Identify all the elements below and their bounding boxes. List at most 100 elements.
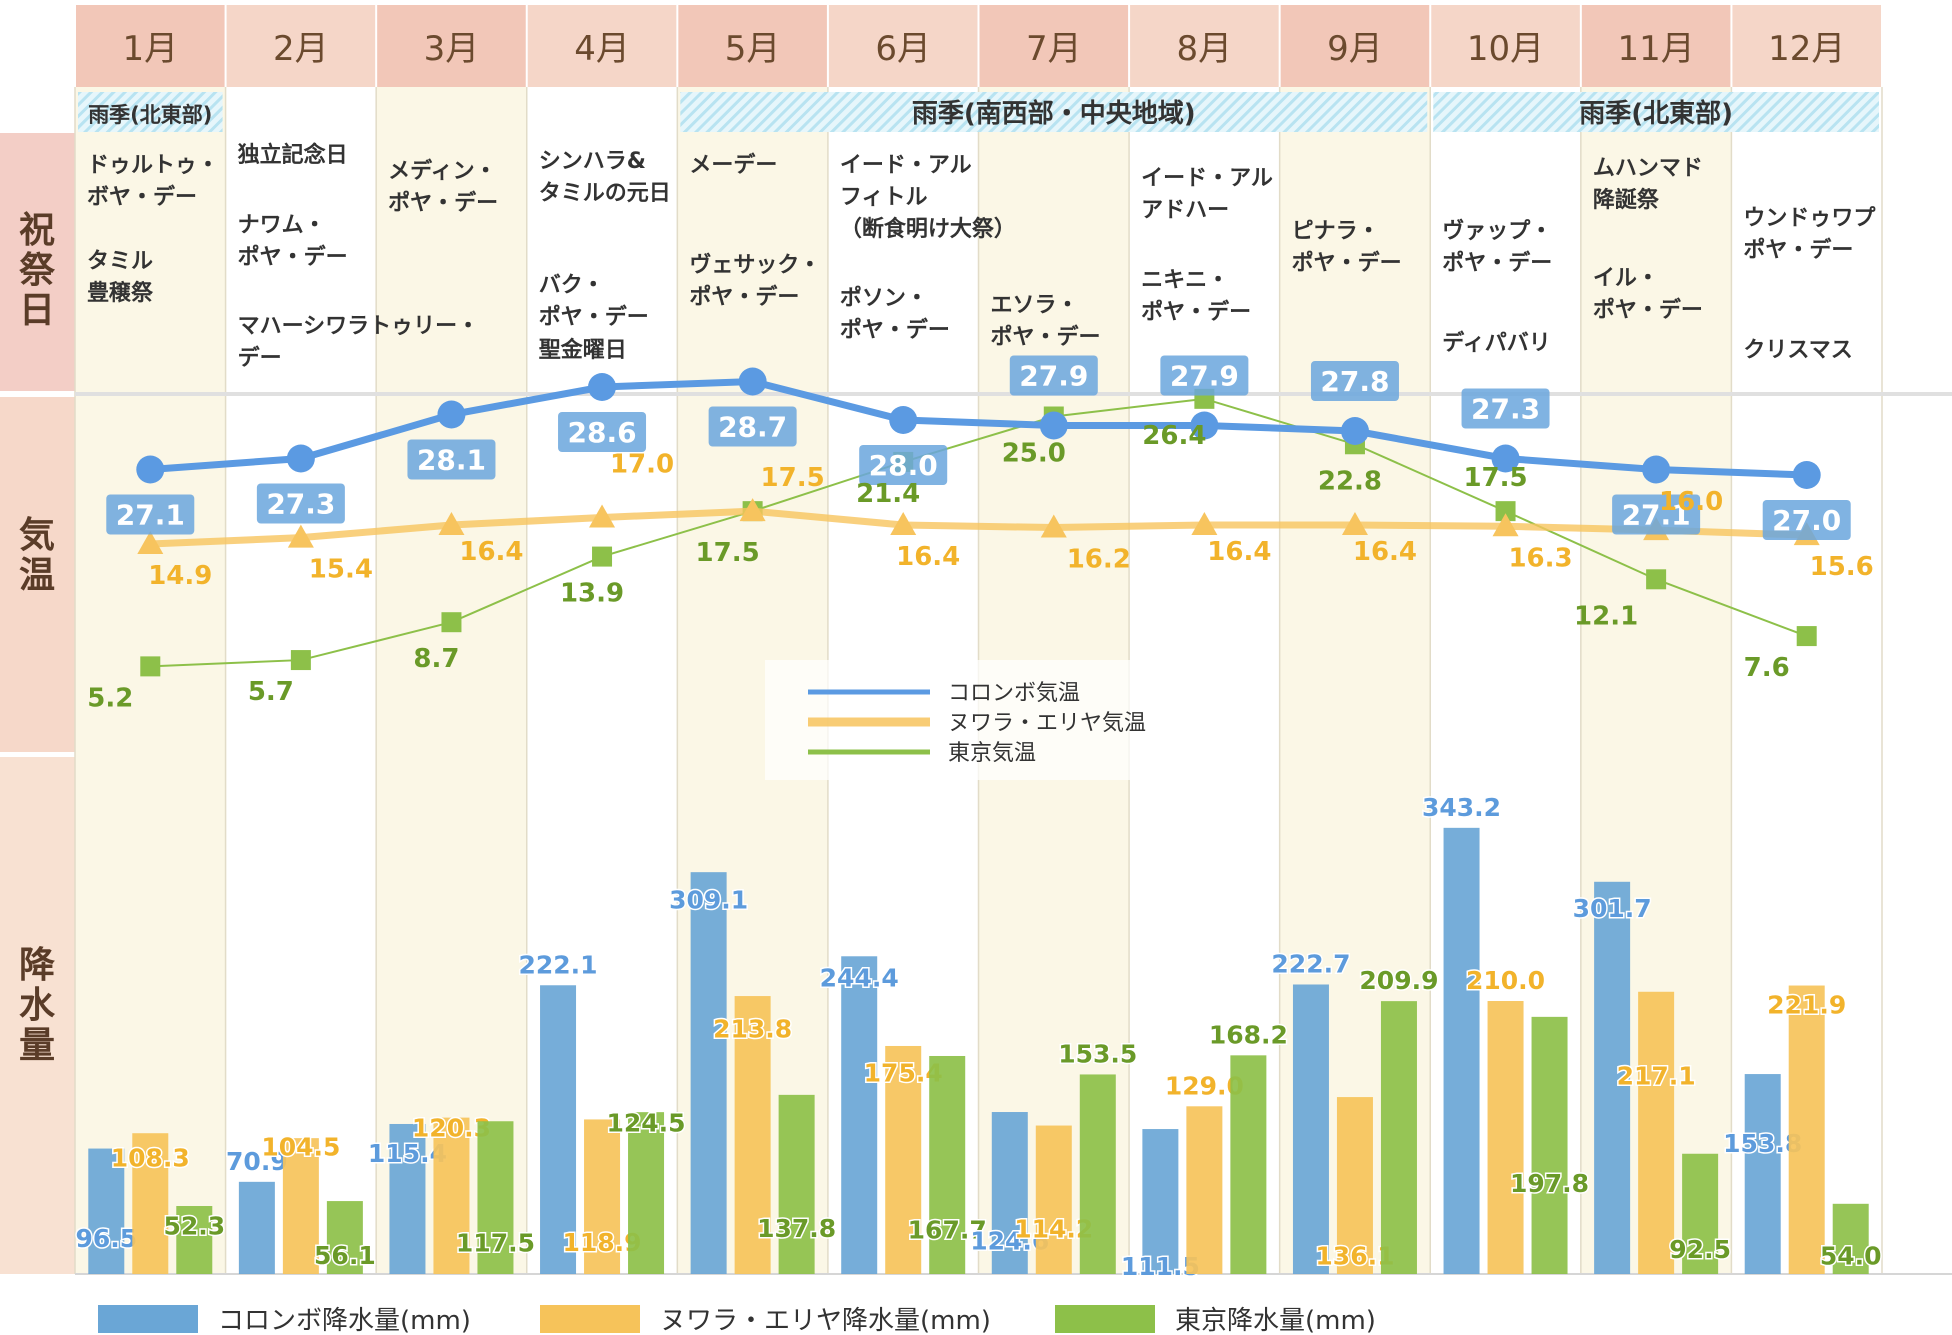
holiday-text: ポヤ・デー — [238, 244, 348, 270]
holiday-text: タミルの元日 — [539, 181, 671, 206]
legend-label: 東京気温 — [948, 741, 1036, 766]
holiday-text: バク・ — [539, 273, 605, 298]
tokyo-temp-marker — [1646, 569, 1667, 590]
tokyo-temp-label: 22.8 — [1318, 466, 1382, 496]
colombo-rain-label: 244.4 — [820, 964, 899, 993]
colombo-rain-bar — [1292, 984, 1329, 1274]
colombo-temp-marker — [136, 455, 165, 484]
holiday-text: メーデー — [689, 152, 777, 178]
holiday-text: ウンドゥワプ — [1743, 206, 1876, 231]
colombo-rain-bar — [1142, 1129, 1179, 1274]
colombo-temp-label-box — [1461, 388, 1550, 429]
holiday-text: ポヤ・デー — [1442, 250, 1552, 276]
nuwara-temp-label: 16.4 — [1353, 537, 1417, 567]
colombo-temp-marker — [1190, 411, 1219, 440]
holidays: ドゥルトゥ・ボヤ・データミル豊穣祭独立記念日ナワム・ポヤ・デーマハーシワラトゥリ… — [87, 142, 1876, 371]
legend-label: コロンボ気温 — [948, 681, 1080, 706]
holiday-text: ボヤ・デー — [87, 184, 197, 210]
colombo-rain-bar — [389, 1123, 426, 1274]
side-label-festivals: 祝祭日 — [19, 210, 56, 331]
month-label: 5月 — [725, 29, 781, 69]
colombo-temp-marker — [437, 400, 466, 429]
nuwara-temp-label: 16.0 — [1659, 487, 1723, 517]
colombo-temp-label: 27.3 — [1471, 393, 1540, 426]
tokyo-temp-label: 13.9 — [560, 579, 624, 609]
colombo-rain-label: 96.5 — [75, 1224, 137, 1253]
nuwara-rain-bar — [584, 1119, 621, 1274]
colombo-temp-marker — [1642, 455, 1671, 484]
rainfall-legend-swatch — [540, 1305, 640, 1333]
colombo-temp-label-box — [106, 494, 195, 535]
colombo-rain-bar — [841, 956, 878, 1274]
month-label: 6月 — [875, 29, 931, 69]
tokyo-rain-label: 52.3 — [163, 1211, 225, 1240]
tokyo-temp-label: 8.7 — [413, 644, 459, 674]
holiday-text: 豊穣祭 — [87, 280, 154, 306]
nuwara-temp-label: 17.5 — [761, 463, 825, 493]
month-header-cell — [226, 5, 376, 87]
tokyo-temp-marker — [290, 650, 311, 671]
holiday-text: ポヤ・デー — [539, 304, 649, 330]
rainy-season-label: 雨季(北東部) — [88, 103, 212, 127]
colombo-temp-label: 27.9 — [1170, 360, 1239, 393]
nuwara-temp-marker — [739, 498, 766, 522]
colombo-rain-bar — [88, 1148, 125, 1274]
nuwara-rain-bar — [1638, 991, 1675, 1274]
holiday-text: 聖金曜日 — [539, 337, 627, 363]
nuwara-rain-label: 217.1 — [1617, 1061, 1696, 1090]
colombo-temp-marker — [1039, 411, 1068, 440]
tokyo-rain-label: 92.5 — [1669, 1235, 1731, 1264]
tokyo-temp-label: 26.4 — [1142, 421, 1206, 451]
legend-label: ヌワラ・エリヤ気温 — [948, 711, 1146, 736]
nuwara-temp-label: 16.4 — [896, 542, 960, 572]
nuwara-temp-label: 16.3 — [1508, 543, 1572, 573]
nuwara-temp-label: 16.4 — [459, 537, 523, 567]
nuwara-temp-label: 16.4 — [1207, 537, 1271, 567]
rainy-season-band — [1433, 92, 1879, 132]
side-label-rainfall: 降水量 — [19, 945, 56, 1066]
tokyo-rain-bar — [929, 1055, 966, 1274]
rainfall-legend-label: 東京降水量(mm) — [1175, 1306, 1376, 1335]
tokyo-temp-line — [150, 397, 1808, 668]
holiday-text: ポヤ・デー — [1292, 250, 1402, 276]
tokyo-rain-bar — [1380, 1001, 1417, 1274]
tokyo-temp-marker — [1495, 501, 1516, 522]
nuwara-temp-label: 14.9 — [148, 561, 212, 591]
holiday-text: デー — [238, 345, 282, 371]
month-header-cell — [377, 5, 526, 87]
colombo-temp-marker — [1491, 444, 1520, 473]
rainfall-legend: コロンボ降水量(mm) ヌワラ・エリヤ降水量(mm) 東京降水量(mm) — [98, 1305, 1376, 1335]
month-label: 2月 — [273, 29, 329, 69]
tokyo-rain-bar — [1832, 1203, 1869, 1274]
month-label: 10月 — [1467, 29, 1544, 69]
month-header-cell — [1280, 5, 1430, 87]
nuwara-temp-marker — [1341, 512, 1368, 536]
nuwara-rain-bar — [1487, 1001, 1524, 1274]
colombo-temp-label: 28.6 — [567, 416, 636, 449]
colombo-temp-label: 27.1 — [1622, 499, 1691, 532]
colombo-temp-marker — [738, 367, 767, 396]
colombo-temp-label: 28.0 — [869, 449, 938, 482]
side-temperature-band — [0, 397, 75, 752]
nuwara-temp-label: 15.4 — [309, 555, 373, 585]
nuwara-temp-marker — [1040, 514, 1067, 538]
month-label: 7月 — [1026, 29, 1082, 69]
rainy-season-band — [78, 92, 223, 132]
nuwara-temp-marker — [1191, 512, 1218, 536]
tokyo-temp-label: 5.7 — [248, 677, 294, 707]
tokyo-temp-label: 25.0 — [1002, 439, 1066, 469]
rainy-seasons: 雨季(北東部) 雨季(南西部・中央地域) 雨季(北東部) — [78, 92, 1879, 132]
colombo-rain-bar — [238, 1181, 275, 1274]
nuwara-rain-label: 210.0 — [1466, 966, 1545, 995]
colombo-temp-label-box — [708, 406, 797, 447]
holiday-text: エソラ・ — [991, 293, 1079, 318]
tokyo-rain-label: 54.0 — [1820, 1241, 1882, 1270]
holiday-text: ディパバリ — [1442, 330, 1550, 356]
colombo-temp-marker — [286, 444, 315, 473]
colombo-rain-label: 301.7 — [1573, 894, 1652, 923]
holiday-text: ムハンマド — [1593, 156, 1703, 181]
nuwara-temp-label: 17.0 — [610, 449, 674, 479]
month-header-cell — [1581, 5, 1731, 87]
tokyo-rain-label: 117.5 — [456, 1228, 535, 1257]
